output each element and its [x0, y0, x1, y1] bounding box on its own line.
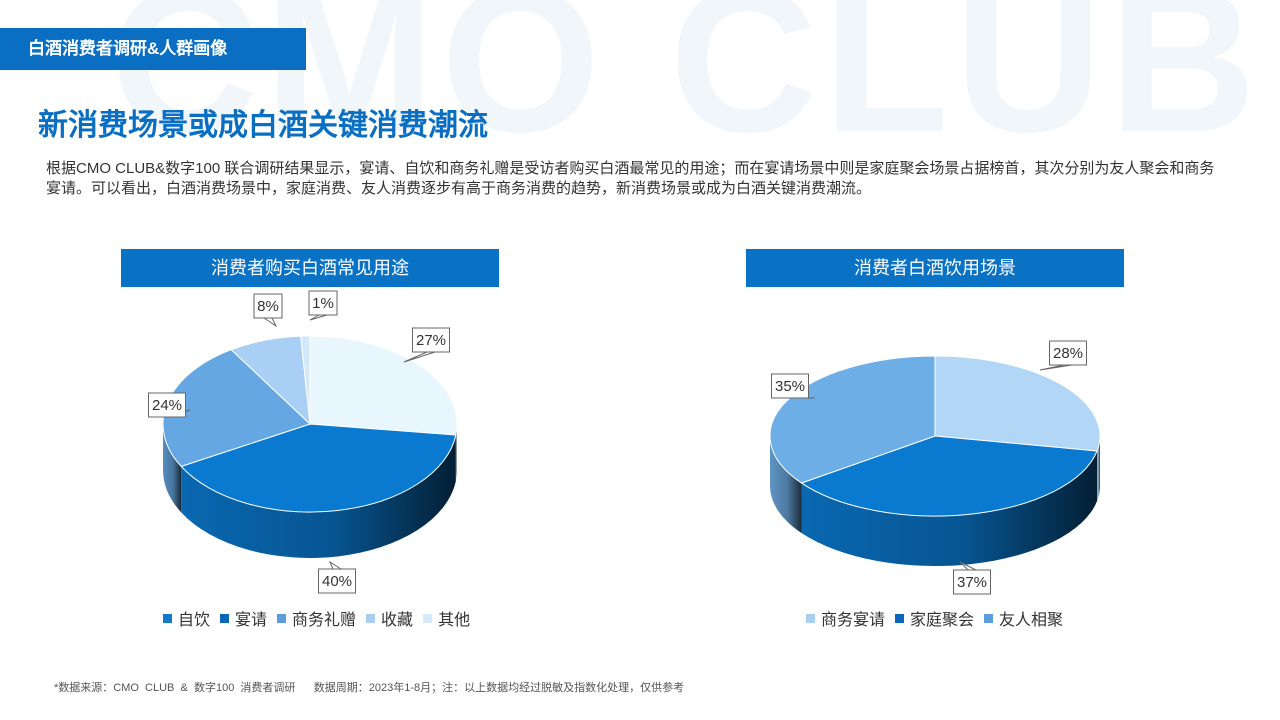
pie-slice-友人相聚: [769, 355, 936, 484]
pie-side-友人相聚: [770, 436, 802, 534]
legend-swatch: [220, 613, 230, 623]
data-label-自饮: 1%: [312, 295, 334, 312]
legend-item-家庭聚会: 家庭聚会: [895, 606, 974, 630]
watermark-text: CMO CLUB: [110, 0, 1263, 175]
data-label-其他: 27%: [416, 332, 446, 349]
legend-swatch: [423, 613, 433, 623]
data-label-box: [318, 568, 356, 594]
legend-item-宴请: 宴请: [220, 606, 267, 630]
pie-slice-商务宴请: [934, 355, 1101, 452]
data-label-box: [308, 290, 338, 316]
pie-slice-其他: [309, 335, 458, 436]
data-label-收藏: 8%: [257, 298, 279, 315]
data-label-box: [1049, 340, 1087, 366]
pie-slice-自饮: [300, 335, 311, 425]
chart-title: 消费者白酒饮用场景: [746, 249, 1124, 287]
label-pointer: [309, 314, 328, 321]
legend-swatch: [984, 613, 994, 623]
data-label-box: [148, 392, 186, 418]
pie-slice-宴请: [180, 423, 457, 513]
legend-swatch: [806, 613, 815, 623]
data-label-家庭聚会: 37%: [957, 574, 987, 591]
legend-swatch: [163, 613, 172, 623]
data-label-box: [953, 569, 991, 595]
data-label-宴请: 40%: [322, 573, 352, 590]
chart-legend: 商务宴请 家庭聚会 友人相聚: [806, 606, 1063, 630]
data-label-商务宴请: 28%: [1053, 345, 1083, 362]
legend-label: 商务宴请: [821, 612, 886, 629]
legend-swatch: [277, 613, 287, 623]
legend-label: 宴请: [235, 612, 268, 629]
section-tag: 白酒消费者调研&人群画像: [0, 28, 306, 70]
legend-item-其他: 其他: [423, 606, 470, 630]
pie-side-家庭聚会: [801, 450, 1098, 566]
label-pointer: [959, 561, 977, 571]
legend-item-友人相聚: 友人相聚: [984, 606, 1063, 630]
page-title: 新消费场景或成白酒关键消费潮流: [38, 109, 488, 142]
legend-label: 商务礼赠: [292, 612, 357, 629]
legend-item-商务礼赠: 商务礼赠: [277, 606, 356, 630]
pie-slice-家庭聚会: [800, 435, 1098, 517]
description-text: 根据CMO CLUB&数字100 联合调研结果显示，宴请、自饮和商务礼赠是受访者…: [46, 160, 1215, 197]
data-label-box: [412, 327, 450, 353]
label-pointer: [263, 317, 278, 328]
legend-label: 收藏: [381, 612, 414, 629]
legend-item-自饮: 自饮: [163, 606, 210, 630]
legend-swatch: [895, 613, 905, 623]
pie-side-其他: [455, 424, 457, 482]
chart-title: 消费者购买白酒常见用途: [121, 249, 499, 287]
legend-label: 自饮: [178, 612, 211, 629]
label-pointer: [403, 351, 436, 363]
data-label-友人相聚: 35%: [775, 378, 805, 395]
chart-legend: 自饮 宴请 商务礼赠 收藏 其他: [163, 606, 470, 630]
legend-label: 家庭聚会: [910, 612, 975, 629]
data-label-box: [771, 373, 809, 399]
pie-side-商务宴请: [1097, 436, 1100, 501]
legend-item-商务宴请: 商务宴请: [806, 606, 885, 630]
label-pointer: [1039, 364, 1073, 371]
legend-item-收藏: 收藏: [366, 606, 413, 630]
legend-swatch: [366, 613, 376, 623]
legend-label: 其他: [438, 612, 471, 629]
legend-label: 友人相聚: [999, 612, 1064, 629]
label-pointer: [328, 560, 342, 570]
data-label-box: [253, 293, 283, 319]
pie-side-宴请: [181, 435, 456, 558]
data-label-商务礼赠: 24%: [152, 397, 182, 414]
source-footnote: *数据来源：CMO CLUB & 数字100 消费者调研 数据周期：2023年1…: [54, 682, 685, 694]
